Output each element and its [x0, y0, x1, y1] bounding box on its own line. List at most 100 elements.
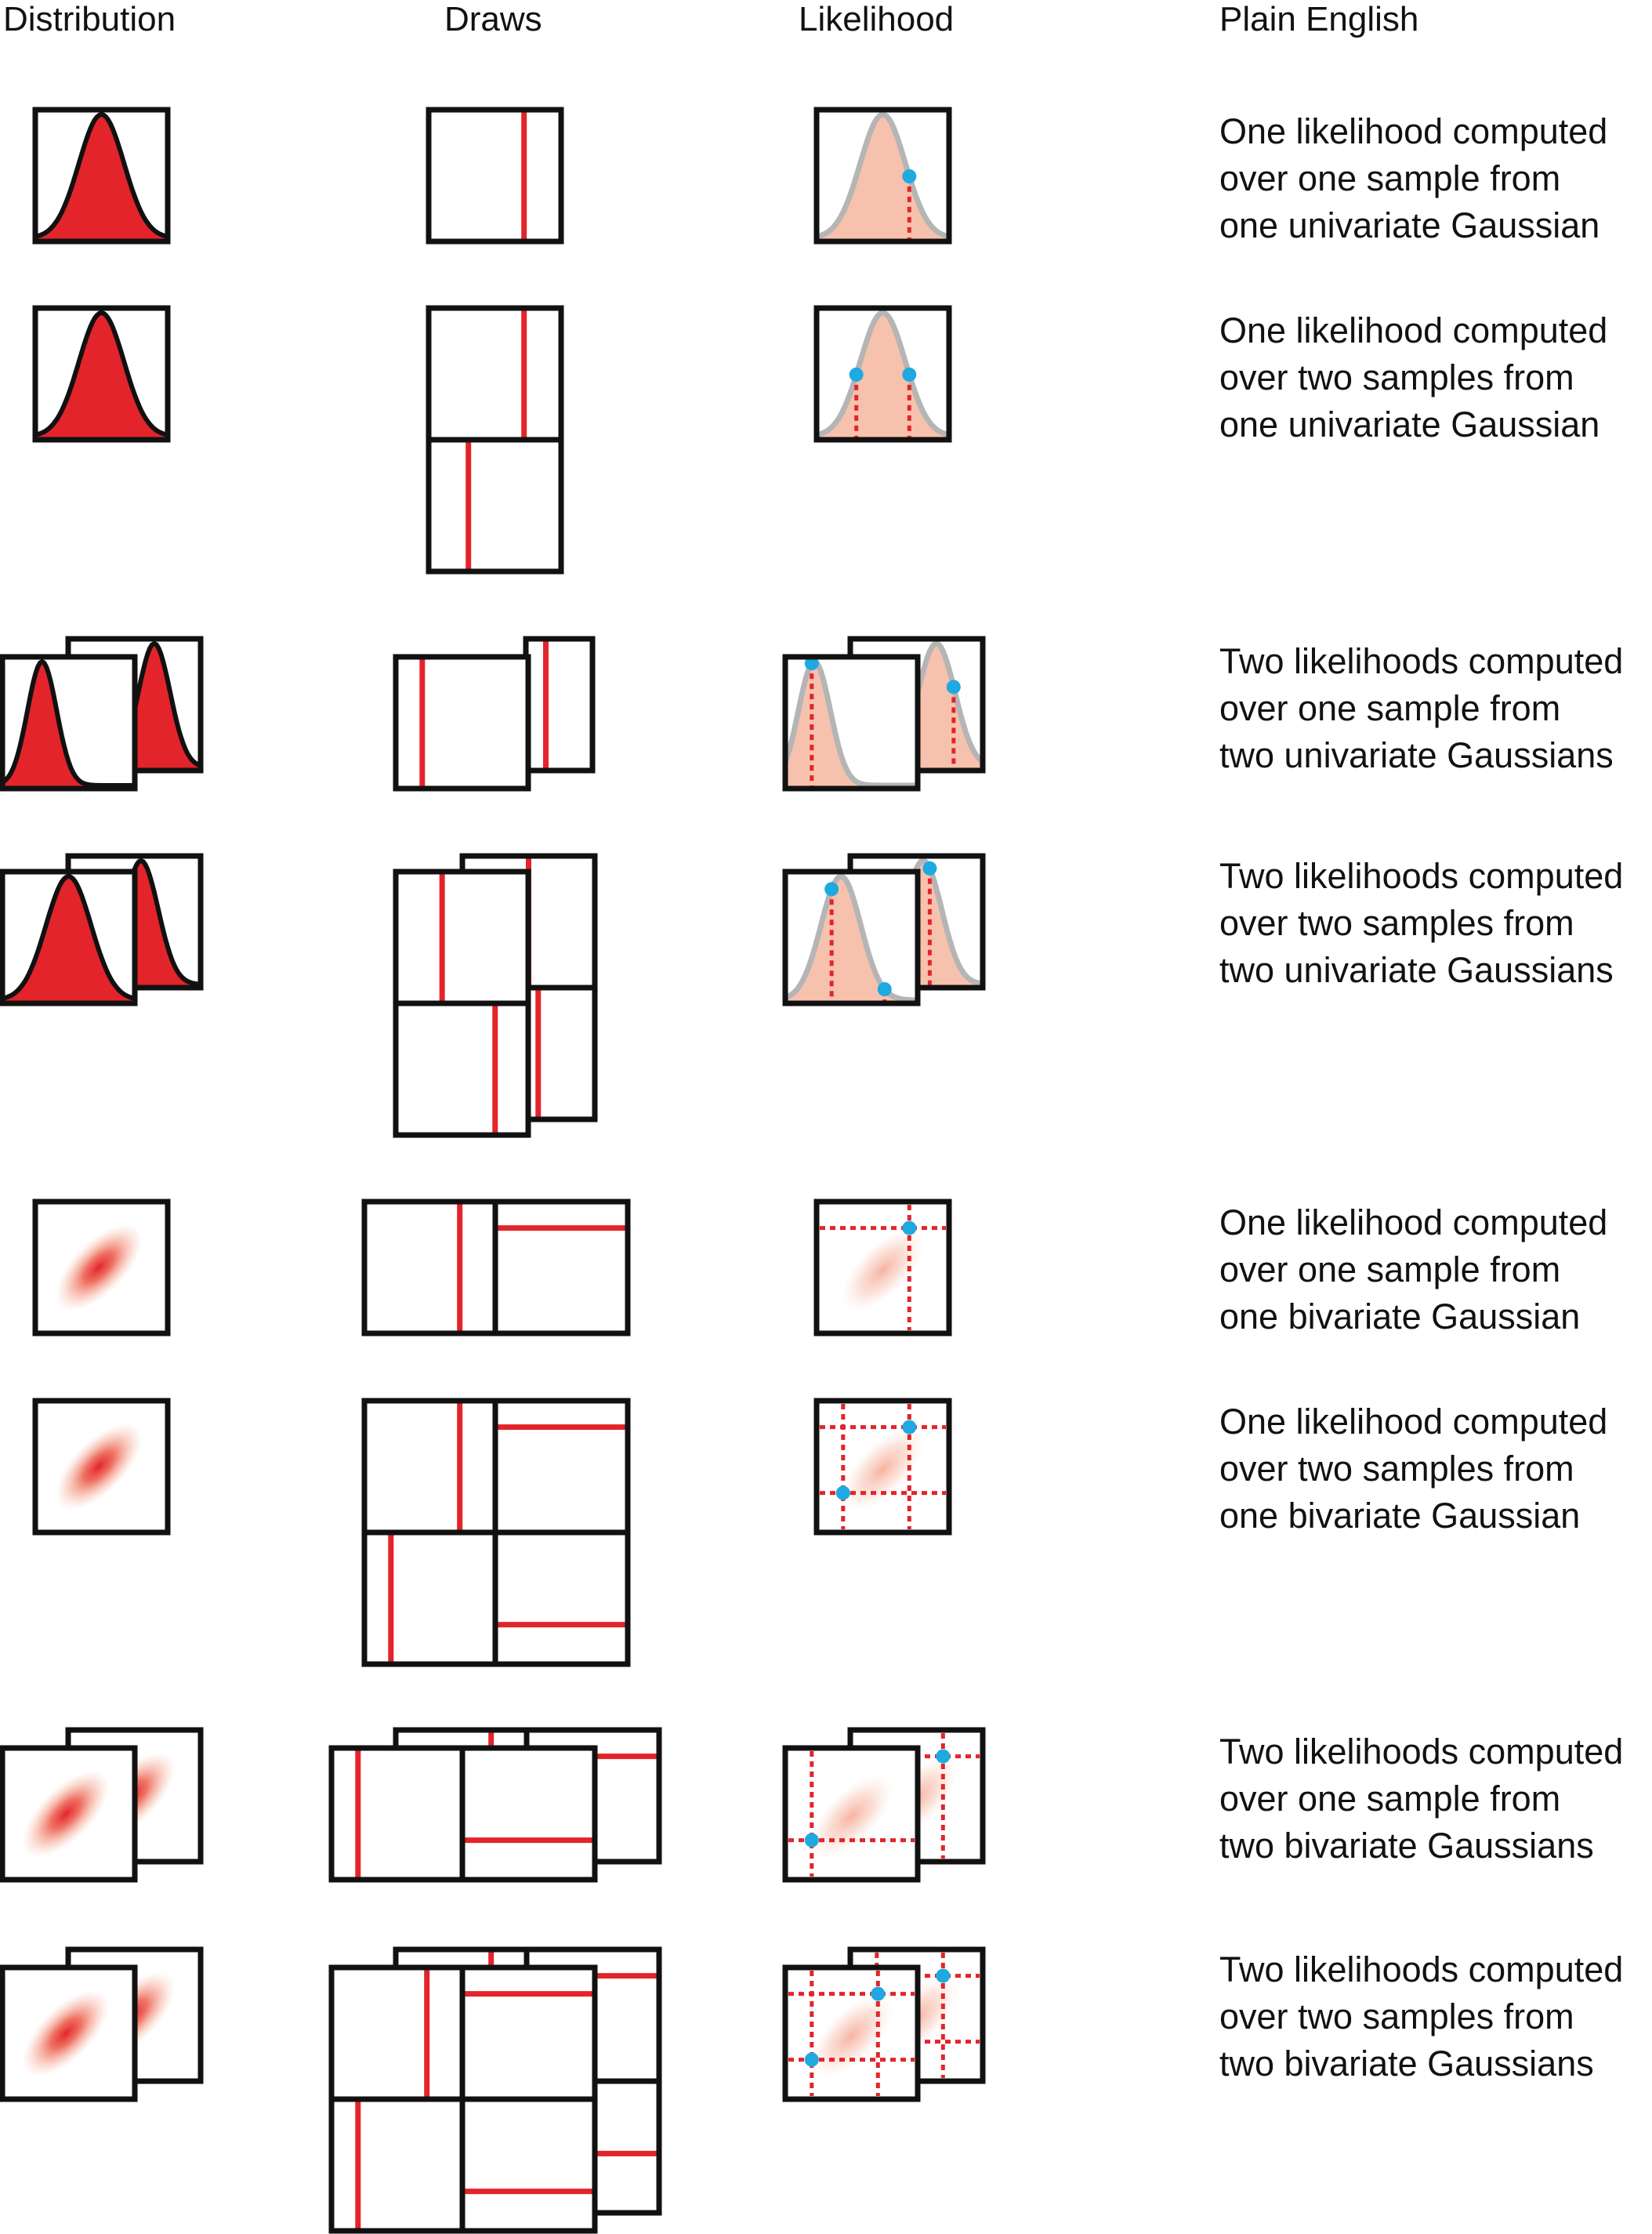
gaussian-density-curve	[2, 658, 135, 788]
draw-border	[393, 654, 531, 792]
distribution-border	[0, 1964, 138, 2102]
header-plain-english: Plain English	[1219, 0, 1419, 38]
row-2-likelihood	[813, 305, 952, 443]
likelihood-border	[782, 1964, 921, 2102]
row-7-line-3: two bivariate Gaussians	[1219, 1826, 1594, 1866]
row-3-draws	[393, 636, 596, 792]
row-8-likelihood	[782, 1946, 986, 2102]
draw-frame	[426, 305, 564, 443]
draw-frame	[361, 1398, 500, 1536]
gaussian-density-fill	[68, 644, 201, 771]
likelihood-border	[813, 1199, 952, 1336]
row-7-draws	[328, 1727, 662, 1883]
bivariate-likelihood-density	[810, 1775, 893, 1859]
likelihood-point	[902, 169, 917, 183]
row-8-description: Two likelihoods computed over two sample…	[1219, 1946, 1623, 2087]
row-6-line-2: over two samples from	[1219, 1449, 1574, 1489]
bivariate-density	[22, 1989, 110, 2077]
row-2-line-3: one univariate Gaussian	[1219, 404, 1600, 444]
likelihood-point	[877, 981, 892, 996]
row-8-line-3: two bivariate Gaussians	[1219, 2044, 1594, 2083]
row-8-line-2: over two samples from	[1219, 1996, 1574, 2036]
row-3-line-1: Two likelihoods computed	[1219, 641, 1624, 681]
row-3-line-3: two univariate Gaussians	[1219, 735, 1614, 775]
row-7-description: Two likelihoods computed over one sample…	[1219, 1728, 1623, 1870]
row-3-likelihood	[782, 636, 986, 792]
row-5-description: One likelihood computed over one sample …	[1219, 1199, 1607, 1340]
row-8-distribution	[0, 1946, 204, 2102]
likelihood-density-curve	[817, 310, 949, 438]
draw-frame	[426, 437, 564, 575]
likelihood-density-fill	[785, 876, 918, 1003]
distribution-border	[0, 654, 138, 792]
row-2-distribution	[32, 305, 171, 443]
likelihood-point	[824, 882, 839, 897]
row-7-distribution	[0, 1727, 204, 1883]
draw-frame	[328, 2096, 467, 2234]
gaussian-density-fill	[35, 313, 168, 440]
row-2-line-2: over two samples from	[1219, 357, 1574, 397]
row-8-line-1: Two likelihoods computed	[1219, 1949, 1624, 1989]
draw-frame	[459, 2096, 598, 2234]
bivariate-density	[55, 1423, 143, 1510]
draw-border	[426, 107, 564, 245]
row-7-likelihood	[782, 1727, 986, 1883]
row-3-description: Two likelihoods computed over one sample…	[1219, 638, 1623, 779]
row-4-description: Two likelihoods computed over two sample…	[1219, 853, 1623, 994]
draw-frame	[459, 1745, 598, 1883]
row-1-line-2: over one sample from	[1219, 158, 1561, 198]
row-4-likelihood	[782, 853, 986, 1006]
draw-border	[459, 1745, 598, 1883]
draw-border	[426, 437, 564, 575]
row-5-draws	[361, 1199, 631, 1336]
draw-frame	[393, 654, 531, 792]
likelihood-point	[849, 367, 864, 382]
gaussian-density-fill	[35, 114, 168, 241]
likelihood-point	[946, 680, 961, 694]
row-3-distribution	[0, 636, 204, 792]
row-3-line-2: over one sample from	[1219, 688, 1561, 728]
likelihood-point	[902, 367, 917, 382]
draw-frame	[492, 1398, 631, 1536]
header-likelihood: Likelihood	[799, 0, 955, 38]
likelihood-density-curve	[817, 111, 949, 240]
likelihood-point	[804, 2052, 819, 2067]
likelihood-border	[782, 869, 921, 1006]
header-draws: Draws	[444, 0, 542, 38]
row-1-draws	[426, 107, 564, 245]
likelihood-point	[936, 1968, 951, 1983]
bivariate-density	[22, 1770, 110, 1858]
distribution-border	[32, 1398, 171, 1536]
draw-frame	[393, 1000, 531, 1138]
likelihood-density-curve	[785, 658, 918, 789]
distribution-border	[32, 305, 171, 443]
gaussian-density-curve	[35, 111, 168, 239]
bivariate-likelihood-density	[810, 1994, 893, 2078]
draw-border	[492, 1199, 631, 1336]
draw-frame	[459, 1964, 598, 2102]
draw-frame	[328, 1745, 467, 1883]
likelihood-border	[813, 305, 952, 443]
likelihood-density-fill	[817, 313, 949, 440]
header-distribution: Distribution	[3, 0, 176, 38]
draw-frame	[426, 107, 564, 245]
draw-border	[492, 1529, 631, 1667]
row-5-line-3: one bivariate Gaussian	[1219, 1297, 1581, 1336]
likelihood-border	[782, 654, 921, 792]
row-5-line-2: over one sample from	[1219, 1249, 1561, 1289]
draw-border	[393, 1000, 531, 1138]
likelihood-border	[813, 1398, 952, 1536]
likelihood-point	[902, 1420, 917, 1434]
draw-frame	[393, 869, 531, 1006]
row-7-line-2: over one sample from	[1219, 1779, 1561, 1819]
bivariate-likelihood-density	[841, 1228, 925, 1312]
likelihood-point	[804, 656, 819, 671]
distribution-border	[0, 869, 138, 1006]
row-4-distribution	[0, 853, 204, 1006]
row-1-line-1: One likelihood computed	[1219, 111, 1608, 151]
draw-frame	[361, 1529, 500, 1667]
row-1-distribution	[32, 107, 171, 245]
likelihood-border	[813, 107, 952, 245]
row-1-line-3: one univariate Gaussian	[1219, 205, 1600, 245]
